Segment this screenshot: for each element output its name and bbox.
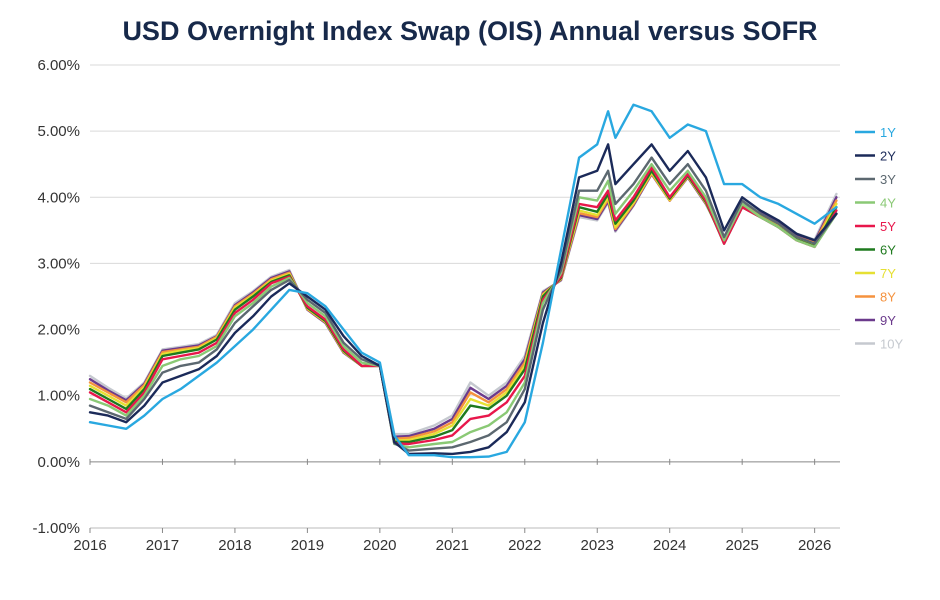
- legend-label-4y: 4Y: [880, 196, 896, 211]
- y-tick-label: 0.00%: [37, 454, 80, 471]
- x-tick-label: 2016: [73, 537, 106, 554]
- legend-label-3y: 3Y: [880, 172, 896, 187]
- y-tick-label: 1.00%: [37, 388, 80, 405]
- series-line-10y: [88, 172, 838, 436]
- x-tick-label: 2023: [581, 537, 614, 554]
- x-tick-label: 2017: [146, 537, 179, 554]
- x-tick-label: 2021: [436, 537, 469, 554]
- x-tick-label: 2026: [798, 537, 831, 554]
- y-tick-label: 6.00%: [37, 57, 80, 74]
- y-tick-label: -1.00%: [32, 520, 80, 537]
- series-line-3y: [88, 156, 838, 452]
- x-tick-label: 2020: [363, 537, 396, 554]
- y-tick-label: 3.00%: [37, 255, 80, 272]
- series-line-1y: [88, 103, 838, 459]
- series-line-5y: [88, 166, 838, 446]
- legend-label-10y: 10Y: [880, 337, 903, 352]
- legend-label-1y: 1Y: [880, 125, 896, 140]
- legend-label-6y: 6Y: [880, 243, 896, 258]
- x-tick-label: 2022: [508, 537, 541, 554]
- y-tick-label: 5.00%: [37, 123, 80, 140]
- legend-label-2y: 2Y: [880, 149, 896, 164]
- series-line-2y: [88, 143, 838, 456]
- x-tick-label: 2019: [291, 537, 324, 554]
- legend-label-7y: 7Y: [880, 266, 896, 281]
- series-line-4y: [88, 162, 838, 449]
- x-tick-label: 2025: [725, 537, 758, 554]
- legend-label-8y: 8Y: [880, 290, 896, 305]
- y-tick-label: 4.00%: [37, 189, 80, 206]
- legend-label-5y: 5Y: [880, 219, 896, 234]
- x-tick-label: 2018: [218, 537, 251, 554]
- series-lines: [88, 103, 838, 459]
- legend-label-9y: 9Y: [880, 313, 896, 328]
- chart-title: USD Overnight Index Swap (OIS) Annual ve…: [122, 16, 818, 46]
- axes: -1.00% 0.00% 1.00% 2.00% 3.00% 4.00% 5.00% 6.00…: [32, 57, 840, 554]
- x-tick-label: 2024: [653, 537, 686, 554]
- legend: 1Y 2Y 3Y 4Y 5Y 6Y 7Y 8Y 9Y 10Y: [855, 125, 903, 352]
- grid-lines: [90, 64, 840, 529]
- y-tick-label: 2.00%: [37, 322, 80, 339]
